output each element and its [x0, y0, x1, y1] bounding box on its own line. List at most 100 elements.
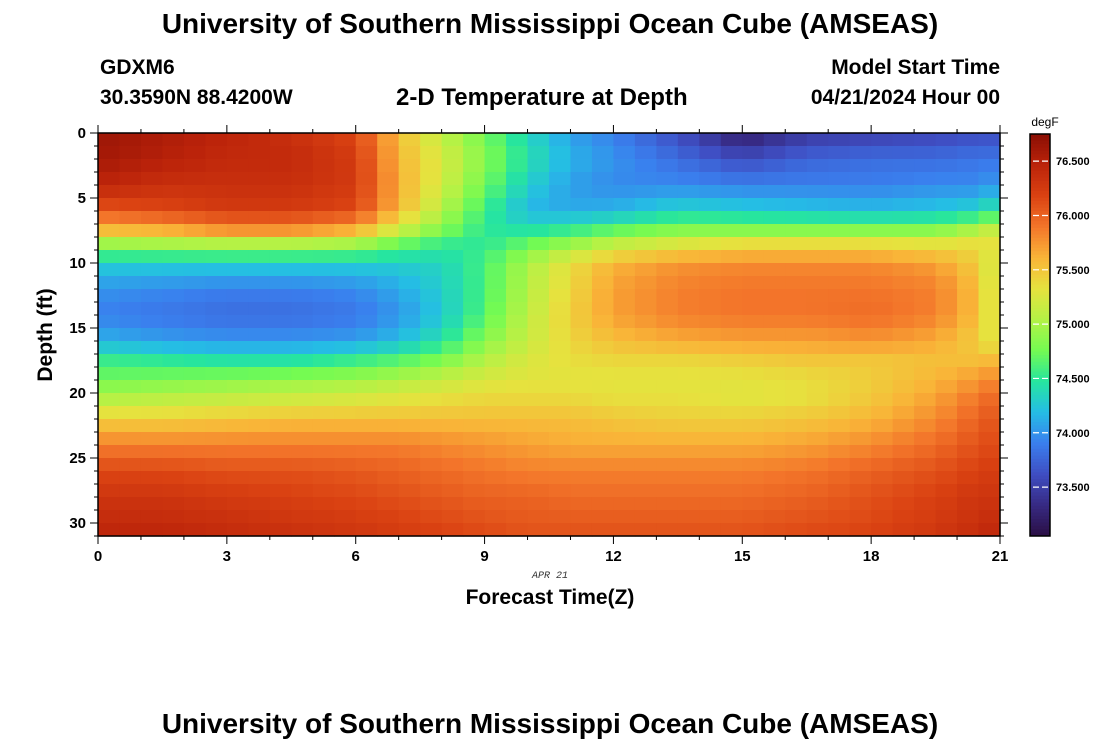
heatmap-cell — [441, 393, 464, 407]
heatmap-cell — [269, 341, 292, 355]
heatmap-cell — [806, 380, 829, 394]
colorbar-tick-label: 76.500 — [1056, 156, 1090, 168]
heatmap-cell — [420, 367, 443, 381]
heatmap-cell — [441, 432, 464, 446]
heatmap-cell — [377, 185, 400, 199]
heatmap-cell — [570, 328, 593, 342]
heatmap-cell — [506, 471, 529, 485]
heatmap-cell — [892, 510, 915, 524]
heatmap-cell — [656, 523, 679, 537]
colorbar-segment — [1030, 154, 1050, 158]
heatmap-cell — [420, 406, 443, 420]
model-start-label: Model Start Time — [831, 56, 1000, 79]
heatmap-cell — [355, 380, 378, 394]
heatmap-cell — [398, 393, 421, 407]
heatmap-cell — [355, 276, 378, 290]
heatmap-cell — [291, 380, 314, 394]
colorbar-segment — [1030, 479, 1050, 483]
heatmap-cell — [377, 159, 400, 173]
heatmap-cell — [441, 523, 464, 537]
heatmap-cell — [613, 419, 636, 433]
heatmap-cell — [226, 289, 249, 303]
heatmap-cell — [742, 315, 765, 329]
x-tick-label: 9 — [480, 548, 488, 565]
heatmap-cell — [613, 276, 636, 290]
heatmap-cell — [914, 302, 937, 316]
heatmap-cell — [398, 263, 421, 277]
heatmap-cell — [634, 484, 657, 498]
heatmap-cell — [355, 315, 378, 329]
colorbar-segment — [1030, 328, 1050, 333]
heatmap-cell — [914, 471, 937, 485]
heatmap-cell — [463, 146, 486, 160]
heatmap-cell — [248, 172, 271, 186]
heatmap-cell — [226, 484, 249, 498]
heatmap-cell — [291, 172, 314, 186]
heatmap-cell — [527, 146, 550, 160]
heatmap-cell — [699, 497, 722, 511]
heatmap-cell — [892, 185, 915, 199]
heatmap-cell — [162, 432, 185, 446]
heatmap-cell — [634, 341, 657, 355]
heatmap-cell — [892, 289, 915, 303]
heatmap-cell — [527, 432, 550, 446]
footer-title: University of Southern Mississippi Ocean… — [161, 708, 939, 739]
heatmap-cell — [742, 445, 765, 459]
heatmap-cell — [226, 406, 249, 420]
colorbar-tick-label: 76.000 — [1056, 210, 1090, 222]
heatmap-cell — [269, 354, 292, 368]
heatmap-cell — [463, 341, 486, 355]
heatmap-cell — [699, 484, 722, 498]
heatmap-cell — [248, 250, 271, 264]
heatmap-cell — [720, 484, 743, 498]
heatmap-cell — [871, 250, 894, 264]
colorbar-segment — [1030, 435, 1050, 440]
y-tick-label: 10 — [69, 255, 86, 272]
colorbar-segment — [1030, 465, 1050, 470]
heatmap-cell — [312, 367, 335, 381]
heatmap-cell — [226, 198, 249, 212]
colorbar-segment — [1030, 355, 1050, 359]
heatmap-cell — [98, 471, 121, 485]
heatmap-cell — [463, 380, 486, 394]
heatmap-cell — [742, 484, 765, 498]
heatmap-cell — [162, 497, 185, 511]
colorbar-segment — [1030, 321, 1050, 326]
heatmap-cell — [935, 133, 958, 147]
heatmap-cell — [699, 211, 722, 225]
heatmap-cell — [957, 510, 980, 524]
heatmap-cell — [935, 224, 958, 238]
colorbar-segment — [1030, 291, 1050, 296]
heatmap-cell — [828, 523, 851, 537]
heatmap-cell — [463, 432, 486, 446]
heatmap-cell — [420, 328, 443, 342]
heatmap-cell — [892, 523, 915, 537]
heatmap-cell — [269, 159, 292, 173]
heatmap-cell — [871, 341, 894, 355]
colorbar-segment — [1030, 442, 1050, 447]
colorbar-segment — [1030, 227, 1050, 232]
heatmap-cell — [377, 237, 400, 251]
heatmap-cell — [183, 211, 206, 225]
heatmap-cell — [506, 354, 529, 368]
heatmap-cell — [140, 237, 164, 251]
heatmap-cell — [570, 302, 593, 316]
heatmap-cell — [634, 211, 657, 225]
colorbar-segment — [1030, 244, 1050, 249]
heatmap-cell — [205, 367, 228, 381]
colorbar-segment — [1030, 318, 1050, 323]
heatmap-cell — [162, 523, 185, 537]
colorbar-segment — [1030, 201, 1050, 205]
heatmap-cell — [463, 315, 486, 329]
heatmap-cell — [334, 250, 357, 264]
heatmap-cell — [914, 146, 937, 160]
heatmap-cell — [892, 341, 915, 355]
heatmap-cell — [570, 250, 593, 264]
heatmap-cell — [312, 159, 335, 173]
heatmap-cell — [312, 393, 335, 407]
heatmap-cell — [226, 367, 249, 381]
heatmap-cell — [806, 458, 829, 472]
heatmap-cell — [742, 341, 765, 355]
heatmap-cell — [806, 185, 829, 199]
heatmap-cell — [720, 159, 743, 173]
